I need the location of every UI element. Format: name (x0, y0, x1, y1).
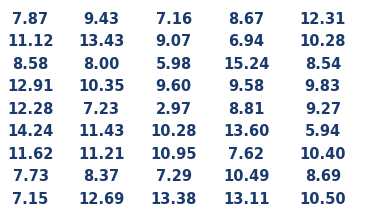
Text: 9.83: 9.83 (305, 79, 341, 94)
Text: 8.58: 8.58 (12, 57, 49, 72)
Text: 10.28: 10.28 (299, 34, 346, 49)
Text: 7.16: 7.16 (156, 12, 192, 27)
Text: 10.40: 10.40 (299, 147, 346, 162)
Text: 10.95: 10.95 (151, 147, 197, 162)
Text: 7.62: 7.62 (228, 147, 264, 162)
Text: 10.50: 10.50 (299, 192, 346, 207)
Text: 7.29: 7.29 (156, 169, 192, 184)
Text: 8.54: 8.54 (305, 57, 341, 72)
Text: 7.15: 7.15 (13, 192, 49, 207)
Text: 15.24: 15.24 (223, 57, 270, 72)
Text: 13.38: 13.38 (151, 192, 197, 207)
Text: 12.28: 12.28 (7, 102, 54, 117)
Text: 9.07: 9.07 (156, 34, 192, 49)
Text: 6.94: 6.94 (228, 34, 264, 49)
Text: 13.11: 13.11 (223, 192, 270, 207)
Text: 7.87: 7.87 (13, 12, 49, 27)
Text: 10.49: 10.49 (223, 169, 270, 184)
Text: 8.67: 8.67 (228, 12, 264, 27)
Text: 13.60: 13.60 (223, 124, 270, 139)
Text: 5.98: 5.98 (156, 57, 192, 72)
Text: 13.43: 13.43 (78, 34, 125, 49)
Text: 9.58: 9.58 (228, 79, 264, 94)
Text: 8.00: 8.00 (83, 57, 120, 72)
Text: 2.97: 2.97 (156, 102, 192, 117)
Text: 10.35: 10.35 (78, 79, 125, 94)
Text: 7.23: 7.23 (83, 102, 119, 117)
Text: 10.28: 10.28 (151, 124, 197, 139)
Text: 11.62: 11.62 (7, 147, 54, 162)
Text: 9.60: 9.60 (156, 79, 192, 94)
Text: 8.69: 8.69 (305, 169, 341, 184)
Text: 11.43: 11.43 (78, 124, 125, 139)
Text: 7.73: 7.73 (13, 169, 49, 184)
Text: 8.37: 8.37 (83, 169, 119, 184)
Text: 14.24: 14.24 (7, 124, 54, 139)
Text: 11.12: 11.12 (7, 34, 54, 49)
Text: 8.81: 8.81 (228, 102, 265, 117)
Text: 12.91: 12.91 (7, 79, 54, 94)
Text: 5.94: 5.94 (305, 124, 341, 139)
Text: 9.43: 9.43 (83, 12, 119, 27)
Text: 12.31: 12.31 (299, 12, 346, 27)
Text: 9.27: 9.27 (305, 102, 341, 117)
Text: 12.69: 12.69 (78, 192, 125, 207)
Text: 11.21: 11.21 (78, 147, 125, 162)
